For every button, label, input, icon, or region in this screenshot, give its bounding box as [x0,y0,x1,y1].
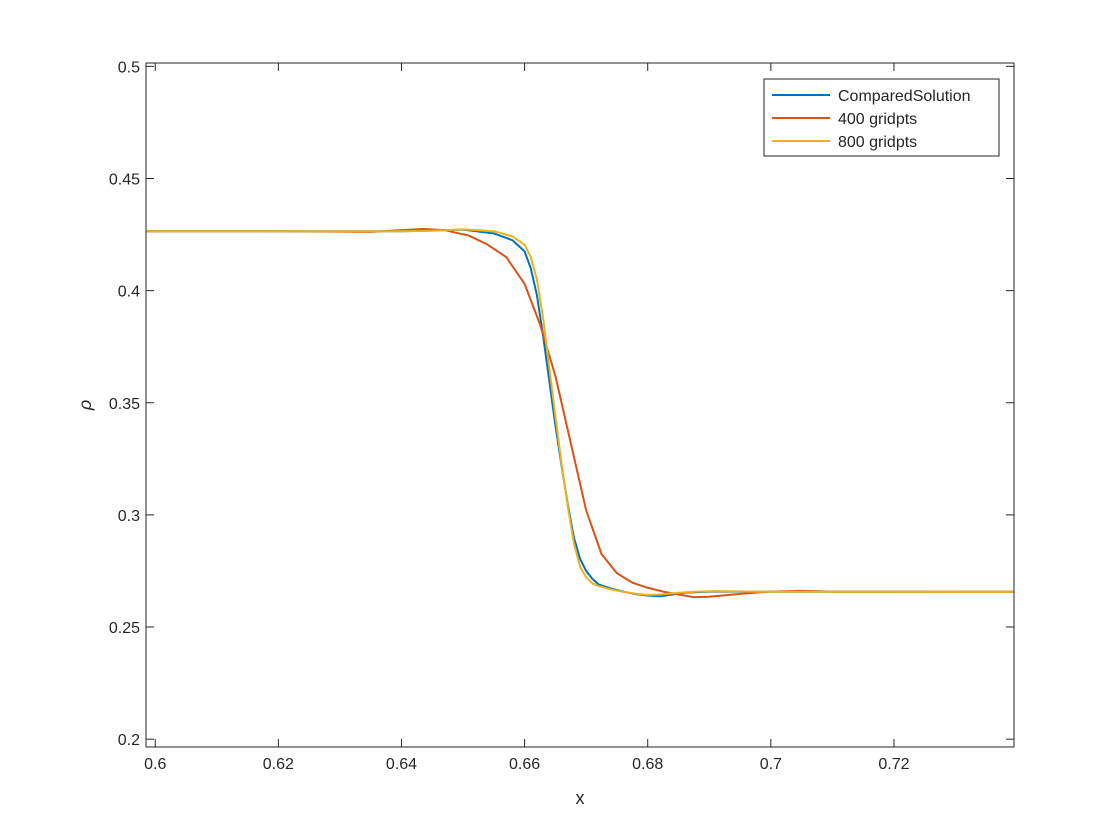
x-tick-label: 0.72 [878,756,909,773]
x-tick-label: 0.68 [632,756,663,773]
series-line-comparedsolution [146,228,1014,598]
legend: ComparedSolution 400 gridpts 800 gridpts [763,78,1000,157]
x-tick-label: 0.62 [263,756,294,773]
x-axis: 0.6 0.62 0.64 0.66 0.68 0.7 0.72 [144,63,910,773]
y-tick-label: 0.4 [118,284,140,301]
x-tick-label: 0.66 [509,756,540,773]
x-tick-label: 0.6 [144,756,166,773]
y-axis: 0.2 0.25 0.3 0.35 0.4 0.45 0.5 [109,59,1014,749]
y-tick-label: 0.25 [109,620,140,637]
y-tick-label: 0.35 [109,396,140,413]
legend-label-400-gridpts: 400 gridpts [838,111,917,128]
series-line-800-gridpts [146,228,1014,596]
x-axis-label: x [576,788,585,808]
y-tick-label: 0.2 [118,732,140,749]
y-axis-label: ρ [75,400,95,411]
axes-box [145,62,1015,748]
x-tick-label: 0.64 [386,756,417,773]
legend-label-800-gridpts: 800 gridpts [838,134,917,151]
y-tick-label: 0.45 [109,171,140,188]
x-tick-label: 0.7 [760,756,782,773]
series-layer [146,227,1014,599]
legend-label-compared-solution: ComparedSolution [838,88,971,105]
y-tick-label: 0.5 [118,59,140,76]
plot-area [145,62,1015,748]
series-line-400-gridpts [146,227,1014,599]
y-tick-label: 0.3 [118,508,140,525]
